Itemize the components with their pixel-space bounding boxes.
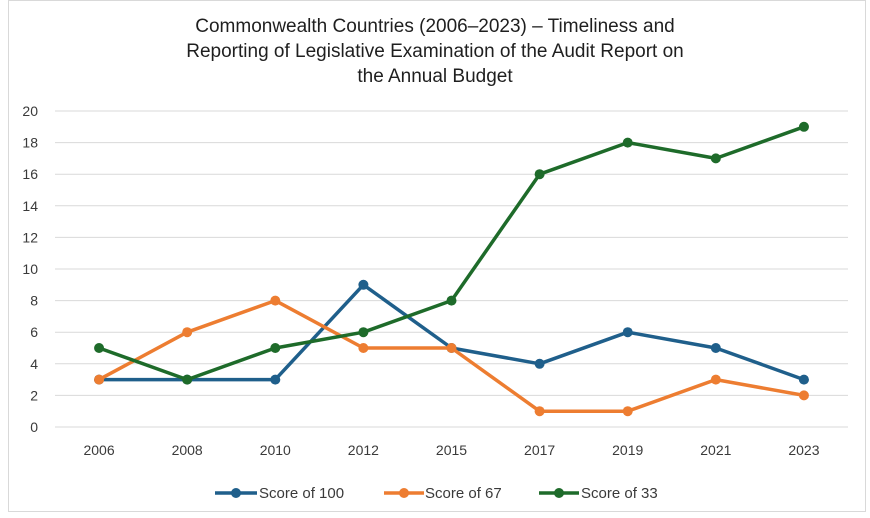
legend-label-score-of-100: Score of 100: [259, 485, 344, 502]
y-tick-label-2: 2: [30, 387, 38, 403]
x-tick-label-2010: 2010: [260, 442, 291, 458]
legend-marker-score-of-33: [554, 488, 564, 498]
chart-title-line-3: the Annual Budget: [357, 66, 513, 87]
data-point-score-of-67-2008: [182, 327, 193, 338]
x-tick-label-2017: 2017: [524, 442, 555, 458]
data-point-score-of-33-2017: [534, 169, 545, 180]
data-point-score-of-100-2023: [798, 374, 809, 385]
chart-title: Commonwealth Countries (2006–2023) – Tim…: [0, 14, 870, 89]
data-point-score-of-33-2006: [94, 343, 105, 353]
x-tick-label-2008: 2008: [172, 442, 203, 458]
data-point-score-of-100-2012: [358, 279, 369, 290]
x-tick-label-2015: 2015: [436, 442, 467, 458]
y-tick-label-4: 4: [30, 356, 38, 372]
x-tick-label-2023: 2023: [788, 442, 819, 458]
data-point-score-of-67-2015: [446, 343, 457, 353]
y-tick-label-12: 12: [22, 229, 38, 245]
data-point-score-of-67-2023: [798, 390, 809, 401]
y-tick-label-8: 8: [30, 293, 38, 309]
legend-marker-score-of-67: [399, 488, 409, 498]
y-tick-label-16: 16: [22, 166, 38, 182]
data-point-score-of-33-2015: [446, 295, 457, 306]
series-line-score-of-67: [97, 298, 806, 413]
data-point-score-of-100-2017: [534, 358, 545, 369]
y-tick-label-6: 6: [30, 324, 38, 340]
data-point-score-of-67-2006: [94, 374, 105, 385]
data-point-score-of-100-2019: [622, 327, 633, 338]
data-point-score-of-33-2021: [710, 153, 721, 164]
data-point-score-of-67-2017: [534, 406, 545, 417]
data-point-score-of-33-2010: [270, 343, 281, 353]
x-tick-label-2021: 2021: [700, 442, 731, 458]
legend-label-score-of-67: Score of 67: [425, 485, 502, 502]
x-tick-label-2012: 2012: [348, 442, 379, 458]
data-point-score-of-67-2012: [358, 343, 369, 353]
data-point-score-of-67-2010: [270, 295, 281, 306]
x-tick-label-2019: 2019: [612, 442, 643, 458]
chart-title-line-1: Commonwealth Countries (2006–2023) – Tim…: [195, 16, 675, 37]
data-point-score-of-100-2021: [710, 343, 721, 353]
data-point-score-of-33-2008: [182, 374, 193, 385]
chart-title-line-2: Reporting of Legislative Examination of …: [186, 41, 684, 62]
x-tick-label-2006: 2006: [83, 442, 114, 458]
y-tick-label-10: 10: [22, 261, 38, 277]
legend-label-score-of-33: Score of 33: [581, 485, 658, 502]
data-point-score-of-67-2019: [622, 406, 633, 417]
data-point-score-of-33-2012: [358, 327, 369, 338]
y-tick-label-20: 20: [22, 103, 38, 119]
legend-marker-score-of-100: [231, 488, 241, 498]
data-point-score-of-67-2021: [710, 374, 721, 385]
y-tick-label-14: 14: [22, 198, 38, 214]
series-line-score-of-33: [97, 125, 806, 382]
y-tick-label-18: 18: [22, 135, 38, 151]
data-point-score-of-100-2010: [270, 374, 281, 385]
y-tick-label-0: 0: [30, 419, 38, 435]
data-point-score-of-33-2023: [798, 121, 809, 132]
data-point-score-of-33-2019: [622, 137, 633, 148]
